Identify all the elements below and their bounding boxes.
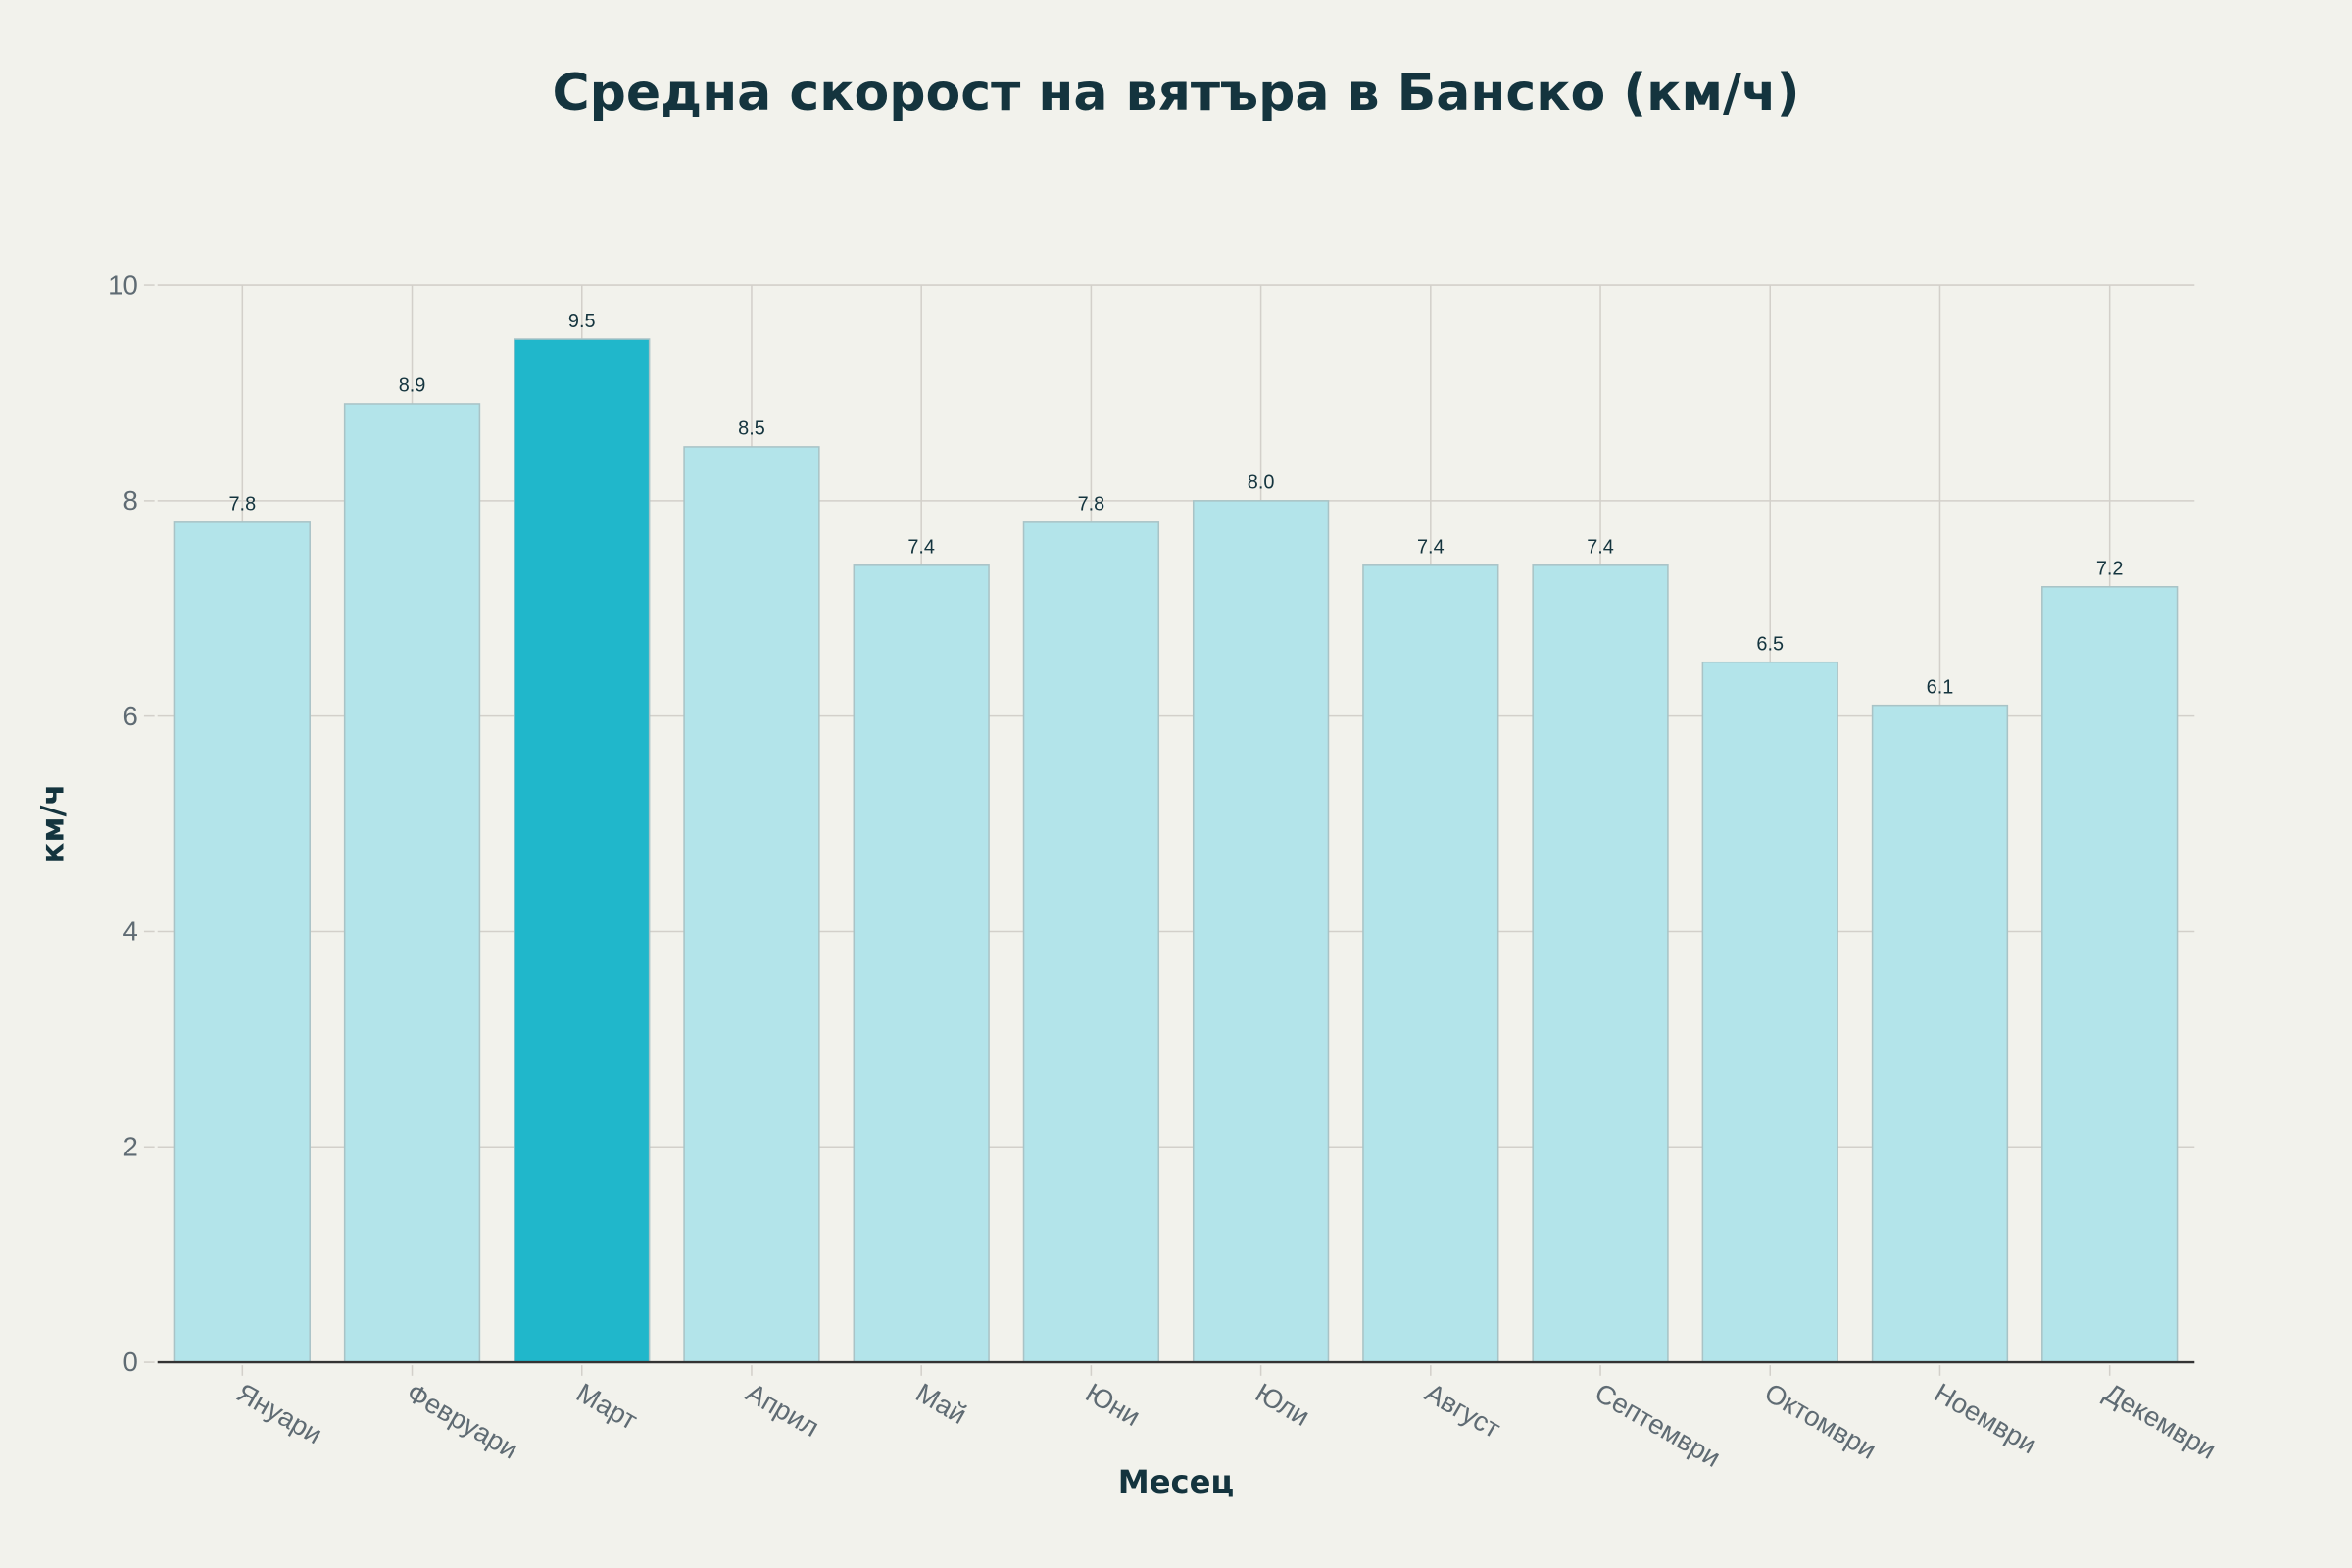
- data-label: 7.2: [2096, 559, 2124, 580]
- data-label: 8.9: [399, 375, 426, 397]
- bar-4: [683, 446, 820, 1363]
- data-label: 7.8: [229, 494, 257, 515]
- bar-1: [173, 521, 311, 1363]
- bar-8: [1362, 564, 1499, 1363]
- y-axis-title: км/ч: [33, 784, 71, 864]
- chart-title: Средна скорост на вятъра в Банско (км/ч): [552, 64, 1799, 122]
- data-label: 7.8: [1078, 494, 1105, 515]
- bar-2: [343, 403, 481, 1363]
- data-labels: 7.8 8.9 9.5 8.5 7.4 7.8 8.0 7.4 7.4 6.5 6.1 7.2: [229, 311, 2124, 699]
- y-tick-label: 10: [108, 270, 138, 300]
- bar-9: [1532, 564, 1669, 1363]
- bar-12: [2041, 586, 2179, 1363]
- y-tick-label: 4: [122, 916, 137, 947]
- y-tick-labels: 0 2 4 6 8 10: [108, 270, 138, 1377]
- bar-5: [853, 564, 990, 1363]
- bars: [173, 338, 2179, 1363]
- y-tick-label: 0: [122, 1347, 137, 1377]
- data-label: 7.4: [1587, 537, 1614, 559]
- x-axis-title: Месец: [1118, 1463, 1234, 1500]
- y-tick-label: 8: [122, 485, 137, 515]
- bar-3: [514, 338, 651, 1363]
- data-label: 7.4: [907, 537, 935, 559]
- data-label: 9.5: [568, 311, 596, 332]
- bar-7: [1192, 500, 1330, 1363]
- data-label: 7.4: [1417, 537, 1445, 559]
- data-label: 6.5: [1756, 633, 1784, 655]
- y-tick-label: 6: [122, 701, 137, 731]
- bar-10: [1701, 661, 1838, 1363]
- bar-11: [1871, 704, 2009, 1363]
- y-tick-label: 2: [122, 1131, 137, 1161]
- data-label: 8.5: [738, 418, 765, 440]
- data-label: 8.0: [1248, 472, 1275, 494]
- bar-6: [1022, 521, 1160, 1363]
- data-label: 6.1: [1927, 676, 1954, 698]
